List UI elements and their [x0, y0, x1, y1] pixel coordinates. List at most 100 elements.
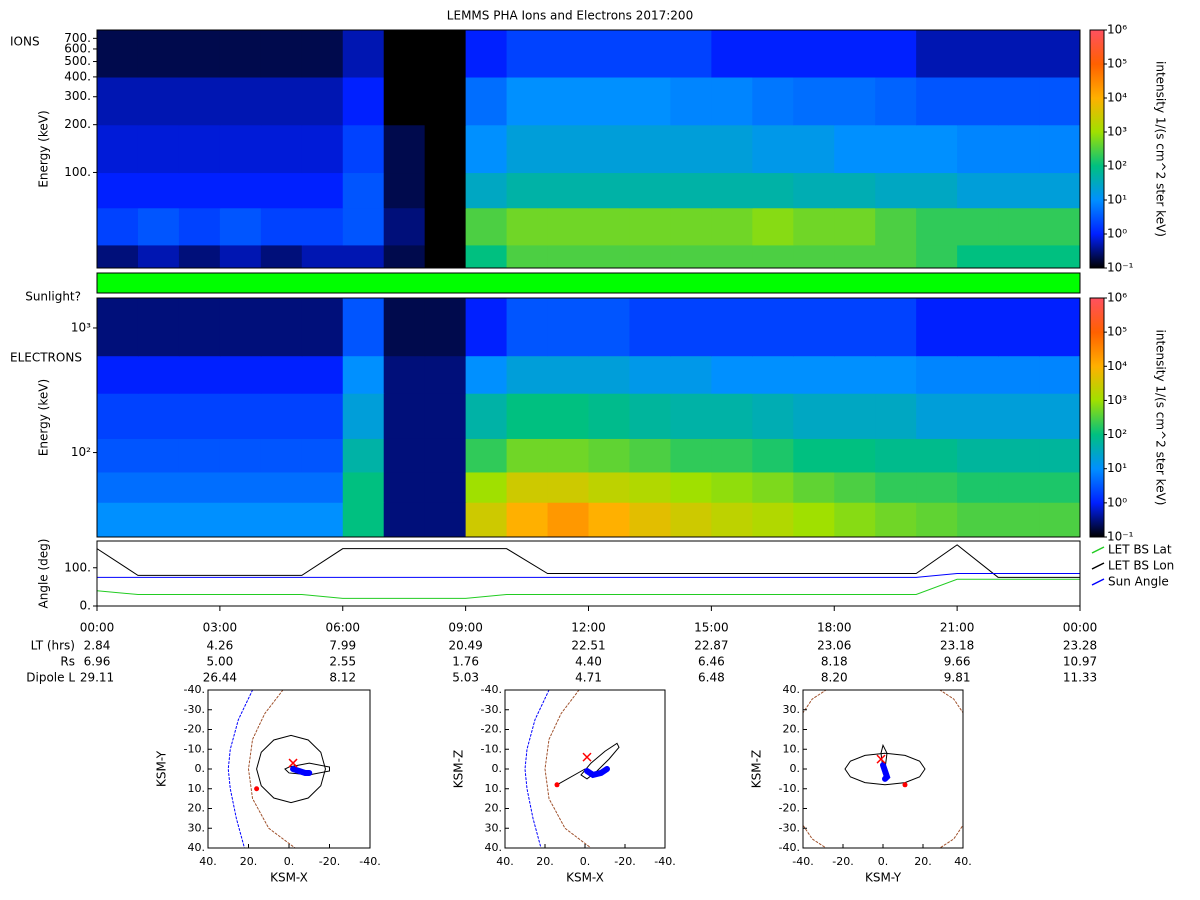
heatmap-cell: [1039, 244, 1080, 268]
heatmap-cell: [998, 298, 1040, 357]
orbit-curve: [227, 690, 254, 848]
heatmap-cell: [506, 207, 549, 246]
x-tick-label: -20.: [319, 855, 340, 868]
heatmap-cell: [629, 207, 672, 246]
heatmap-cell: [383, 172, 426, 209]
heatmap-cell: [916, 298, 958, 357]
heatmap-cell: [424, 438, 467, 473]
heatmap-cell: [137, 355, 180, 394]
plot-background: [208, 690, 370, 848]
heatmap-cell: [998, 76, 1040, 126]
heatmap-cell: [1039, 76, 1080, 126]
heatmap-cell: [752, 471, 794, 503]
plot-area: [227, 690, 330, 848]
heatmap-cell: [424, 298, 467, 357]
heatmap-cell: [588, 298, 631, 357]
y-tick-label: 30.: [188, 821, 206, 834]
heatmap-cell: [383, 244, 426, 268]
heatmap-cell: [301, 76, 344, 126]
heatmap-cell: [547, 30, 590, 78]
x-tick-label: 00:00: [1063, 621, 1098, 635]
heatmap-cell: [752, 172, 794, 209]
heatmap-cell: [752, 30, 794, 78]
heatmap-cell: [916, 172, 958, 209]
plot-area: [524, 690, 620, 848]
y-tick-label: 10.: [783, 742, 801, 755]
heatmap-cell: [834, 124, 876, 174]
heatmap-cell: [875, 355, 917, 394]
orbit-point: [902, 782, 908, 788]
heatmap-cell: [219, 502, 262, 537]
heatmap-cell: [219, 124, 262, 174]
heatmap-cell: [260, 355, 303, 394]
heatmap-cell: [178, 298, 221, 357]
heatmap-cell: [178, 355, 221, 394]
heatmap-cell: [465, 471, 508, 503]
y-tick-label: -10.: [779, 782, 800, 795]
heatmap-cell: [424, 172, 467, 209]
heatmap-cell: [670, 355, 712, 394]
heatmap-cell: [506, 502, 549, 537]
heatmap-cell: [670, 30, 712, 78]
heatmap-cell: [137, 438, 180, 473]
heatmap-cell: [588, 244, 631, 268]
legend-swatch: [1091, 546, 1105, 554]
heatmap-cell: [793, 124, 835, 174]
heatmap-cell: [875, 393, 917, 439]
y-tick-label: -10.: [184, 742, 205, 755]
heatmap-cell: [547, 76, 590, 126]
heatmap-cell: [916, 438, 958, 473]
heatmap-cell: [301, 30, 344, 78]
heatmap-cell: [97, 502, 139, 537]
heatmap-cell: [875, 30, 917, 78]
heatmap-cell: [670, 207, 712, 246]
y-tick-label: -40.: [184, 683, 205, 696]
series-line: [97, 544, 1080, 578]
heatmap-cell: [834, 298, 876, 357]
heatmap-cell: [916, 76, 958, 126]
heatmap-cell: [383, 355, 426, 394]
heatmap-cell: [342, 298, 385, 357]
heatmap-cell: [998, 355, 1040, 394]
x-tick-label: 40.: [954, 855, 972, 868]
heatmap-cell: [383, 30, 426, 78]
heatmap-cell: [998, 438, 1040, 473]
colorbar-tick-label: 10³: [1107, 393, 1127, 407]
y-tick-label: 40.: [188, 841, 206, 854]
heatmap-cell: [424, 76, 467, 126]
heatmap-cell: [1039, 30, 1080, 78]
heatmap-cell: [547, 471, 590, 503]
ephemeris-value: 11.33: [1063, 671, 1097, 685]
heatmap-cell: [588, 172, 631, 209]
heatmap-cell: [383, 438, 426, 473]
heatmap-cell: [957, 207, 999, 246]
heatmap-cell: [875, 502, 917, 537]
heatmap-cell: [793, 30, 835, 78]
heatmap-cell: [752, 124, 794, 174]
heatmap-cell: [383, 124, 426, 174]
y-tick-label: 30.: [485, 821, 503, 834]
y-tick-label: 40.: [783, 683, 801, 696]
x-axis-label: KSM-X: [270, 871, 308, 885]
heatmap-cell: [137, 502, 180, 537]
x-tick-label: 21:00: [940, 621, 975, 635]
colorbar-tick-label: 10⁵: [1107, 57, 1127, 71]
heatmap-cell: [670, 298, 712, 357]
heatmap-cell: [97, 76, 139, 126]
chart-title: LEMMS PHA Ions and Electrons 2017:200: [447, 9, 693, 23]
heatmap-cell: [629, 76, 672, 126]
heatmap-cell: [342, 76, 385, 126]
ephemeris-value: 4.26: [207, 639, 234, 653]
heatmap-cell: [916, 124, 958, 174]
ephemeris-value: 7.99: [329, 639, 356, 653]
panel-label: ELECTRONS: [10, 351, 82, 365]
x-tick-label: 0.: [878, 855, 889, 868]
ephemeris-value: 2.84: [84, 639, 111, 653]
heatmap-cell: [752, 76, 794, 126]
y-axis-label: Angle (deg): [37, 539, 51, 609]
heatmap-cell: [424, 355, 467, 394]
colorbar-tick-label: 10²: [1107, 427, 1127, 441]
heatmap-cell: [670, 172, 712, 209]
y-tick-label: 30.: [783, 703, 801, 716]
